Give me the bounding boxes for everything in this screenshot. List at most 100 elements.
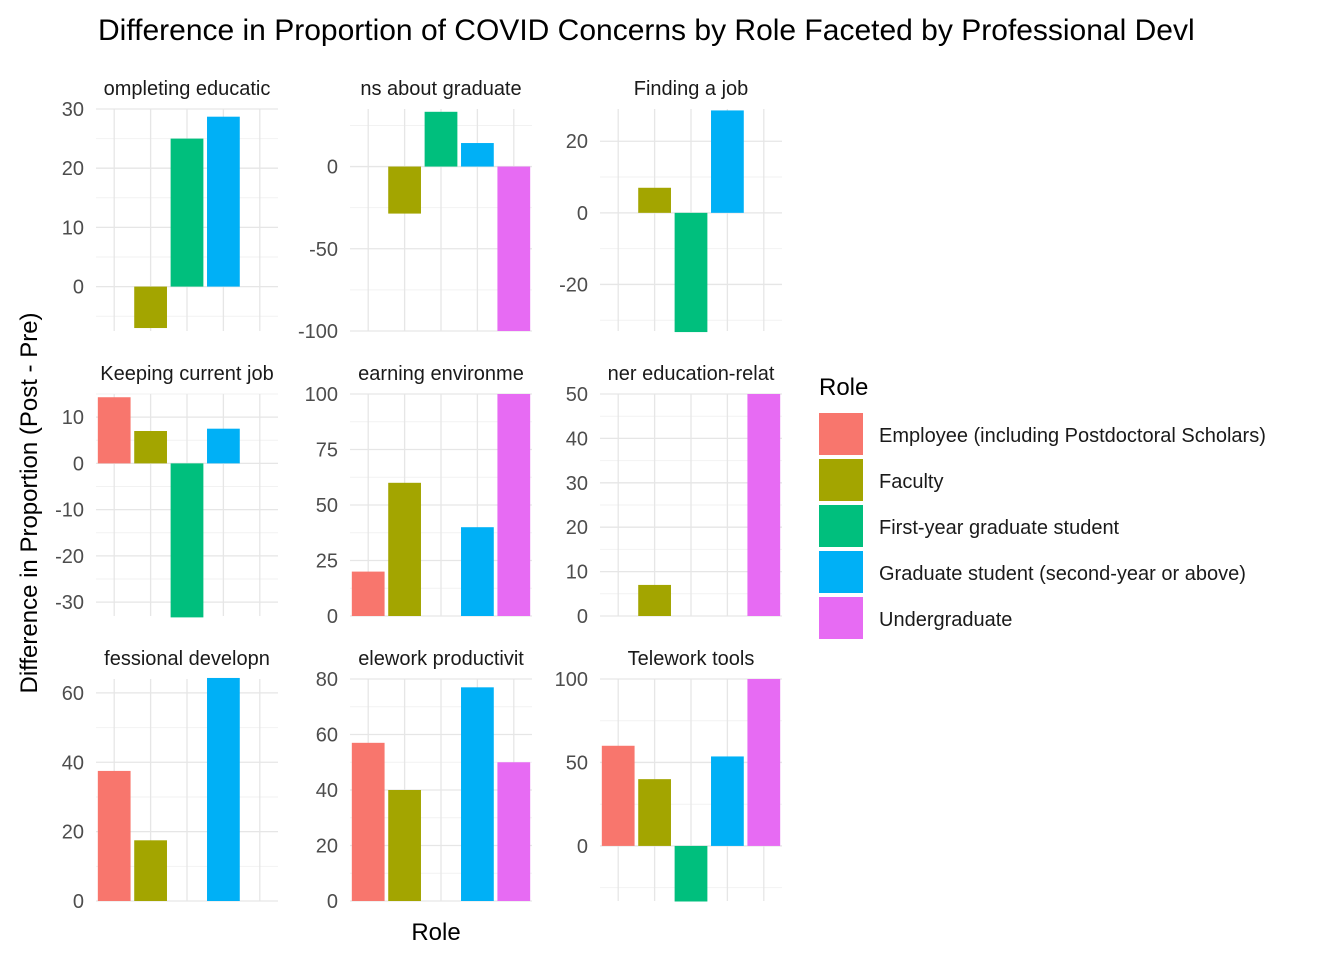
facet-label: fessional developn xyxy=(104,648,270,670)
bar xyxy=(388,166,421,214)
y-tick-label: -50 xyxy=(309,239,338,261)
y-tick-label: -20 xyxy=(55,546,84,568)
y-tick-label: 100 xyxy=(305,384,338,406)
bar xyxy=(601,745,635,846)
y-tick-label: 20 xyxy=(316,836,338,858)
legend-entry: Graduate student (second-year or above) xyxy=(879,563,1246,585)
bar xyxy=(674,212,708,333)
y-tick-label: 30 xyxy=(566,473,588,495)
bar xyxy=(497,762,531,901)
y-tick-label: 0 xyxy=(577,203,588,225)
y-tick-label: 10 xyxy=(62,407,84,429)
bar xyxy=(497,166,531,331)
y-tick-label: 50 xyxy=(566,752,588,774)
bar xyxy=(461,143,494,167)
y-tick-label: 0 xyxy=(577,836,588,858)
bar xyxy=(170,138,204,287)
facet-label: earning environme xyxy=(358,363,524,385)
facet-panel: earning environme 0 25 50 75 100 xyxy=(305,363,532,628)
y-tick-label: 10 xyxy=(566,562,588,584)
bar xyxy=(711,756,744,846)
facet-panel: ns about graduate -100 -50 0 xyxy=(298,78,532,343)
legend: Role Employee (including Postdoctoral Sc… xyxy=(819,374,1266,639)
bar xyxy=(747,394,781,616)
bar xyxy=(747,679,781,846)
legend-entry: Undergraduate xyxy=(879,609,1012,631)
facet-label: Keeping current job xyxy=(100,363,273,385)
bar xyxy=(638,779,671,846)
bar xyxy=(388,790,421,901)
facet-panel: ner education-relat 0 10 20 30 40 50 xyxy=(566,363,782,628)
facet-panel: ompleting educatic 0 10 20 30 xyxy=(62,78,278,331)
legend-swatch xyxy=(819,459,863,501)
y-tick-label: 0 xyxy=(73,277,84,299)
facet-panel: Telework tools 0 50 100 xyxy=(555,648,782,902)
y-tick-label: 0 xyxy=(327,891,338,913)
bar xyxy=(461,527,494,616)
y-tick-label: 20 xyxy=(566,131,588,153)
y-tick-label: 80 xyxy=(316,669,338,691)
y-tick-label: 20 xyxy=(62,158,84,180)
y-tick-label: 10 xyxy=(62,217,84,239)
legend-entry: Faculty xyxy=(879,471,943,493)
bar xyxy=(207,428,240,464)
bar xyxy=(638,584,671,616)
y-tick-label: -20 xyxy=(559,274,588,296)
facet-label: ompleting educatic xyxy=(104,78,271,100)
facet-panel: Finding a job -20 0 20 xyxy=(559,78,782,333)
bar xyxy=(424,111,458,167)
facet-label: Finding a job xyxy=(634,78,749,100)
facet-label: Telework tools xyxy=(628,648,755,670)
y-tick-label: 50 xyxy=(316,495,338,517)
y-tick-label: 0 xyxy=(73,891,84,913)
y-tick-label: 20 xyxy=(566,517,588,539)
y-tick-label: 40 xyxy=(62,752,84,774)
bar xyxy=(497,394,531,616)
y-tick-label: -100 xyxy=(298,321,338,343)
bar xyxy=(134,286,167,329)
chart-title: Difference in Proportion of COVID Concer… xyxy=(98,14,1195,47)
y-axis-label: Difference in Proportion (Post - Pre) xyxy=(16,312,43,693)
facet-label: ns about graduate xyxy=(360,78,521,100)
y-tick-label: 100 xyxy=(555,669,588,691)
bar xyxy=(674,845,708,902)
legend-swatch xyxy=(819,413,863,455)
legend-swatch xyxy=(819,551,863,593)
bar xyxy=(461,687,494,901)
facet-panels: ompleting educatic 0 10 20 30 ns about gradua… xyxy=(55,78,782,913)
y-tick-label: 40 xyxy=(316,780,338,802)
facet-label: ner education-relat xyxy=(608,363,775,385)
legend-entry: Employee (including Postdoctoral Scholar… xyxy=(879,425,1266,447)
bar xyxy=(388,482,421,616)
y-tick-label: 40 xyxy=(566,428,588,450)
y-tick-label: 75 xyxy=(316,440,338,462)
y-tick-label: 0 xyxy=(73,453,84,475)
y-tick-label: 50 xyxy=(566,384,588,406)
bar xyxy=(207,116,240,287)
y-tick-label: 25 xyxy=(316,551,338,573)
x-axis-label: Role xyxy=(411,919,460,946)
legend-swatch xyxy=(819,505,863,547)
legend-swatch xyxy=(819,597,863,639)
y-tick-label: 20 xyxy=(62,822,84,844)
bar xyxy=(97,397,131,464)
y-tick-label: 0 xyxy=(327,157,338,179)
bar xyxy=(711,110,744,213)
bar xyxy=(134,431,167,464)
facet-panel: fessional developn 0 20 40 60 xyxy=(62,648,278,913)
y-tick-label: 0 xyxy=(327,606,338,628)
bar xyxy=(207,677,240,901)
bar xyxy=(351,571,385,616)
bar xyxy=(351,742,385,901)
y-tick-label: 60 xyxy=(62,683,84,705)
bar xyxy=(170,463,204,618)
y-tick-label: -30 xyxy=(55,592,84,614)
bar xyxy=(97,770,131,901)
bar xyxy=(134,840,167,901)
y-tick-label: 30 xyxy=(62,99,84,121)
facet-panel: elework productivit 0 20 40 60 80 xyxy=(316,648,532,913)
y-tick-label: -10 xyxy=(55,500,84,522)
bar xyxy=(638,187,671,213)
legend-title: Role xyxy=(819,374,868,401)
